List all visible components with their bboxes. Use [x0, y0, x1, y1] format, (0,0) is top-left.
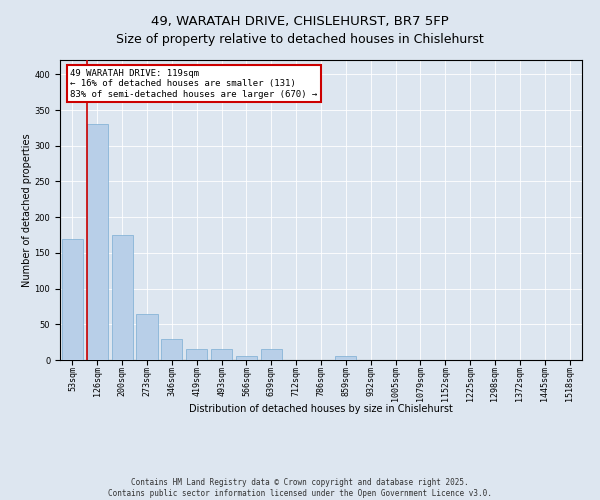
Text: Contains HM Land Registry data © Crown copyright and database right 2025.
Contai: Contains HM Land Registry data © Crown c… [108, 478, 492, 498]
X-axis label: Distribution of detached houses by size in Chislehurst: Distribution of detached houses by size … [189, 404, 453, 414]
Bar [335, 356, 356, 360]
Text: 49, WARATAH DRIVE, CHISLEHURST, BR7 5FP: 49, WARATAH DRIVE, CHISLEHURST, BR7 5FP [151, 15, 449, 28]
Y-axis label: Number of detached properties: Number of detached properties [22, 133, 32, 287]
Bar [261, 350, 282, 360]
Bar [112, 235, 133, 360]
Bar [236, 356, 257, 360]
Text: Size of property relative to detached houses in Chislehurst: Size of property relative to detached ho… [116, 32, 484, 46]
Bar [62, 238, 83, 360]
Bar [161, 338, 182, 360]
Bar [136, 314, 158, 360]
Bar [87, 124, 108, 360]
Text: 49 WARATAH DRIVE: 119sqm
← 16% of detached houses are smaller (131)
83% of semi-: 49 WARATAH DRIVE: 119sqm ← 16% of detach… [70, 69, 317, 99]
Bar [186, 350, 207, 360]
Bar [211, 350, 232, 360]
